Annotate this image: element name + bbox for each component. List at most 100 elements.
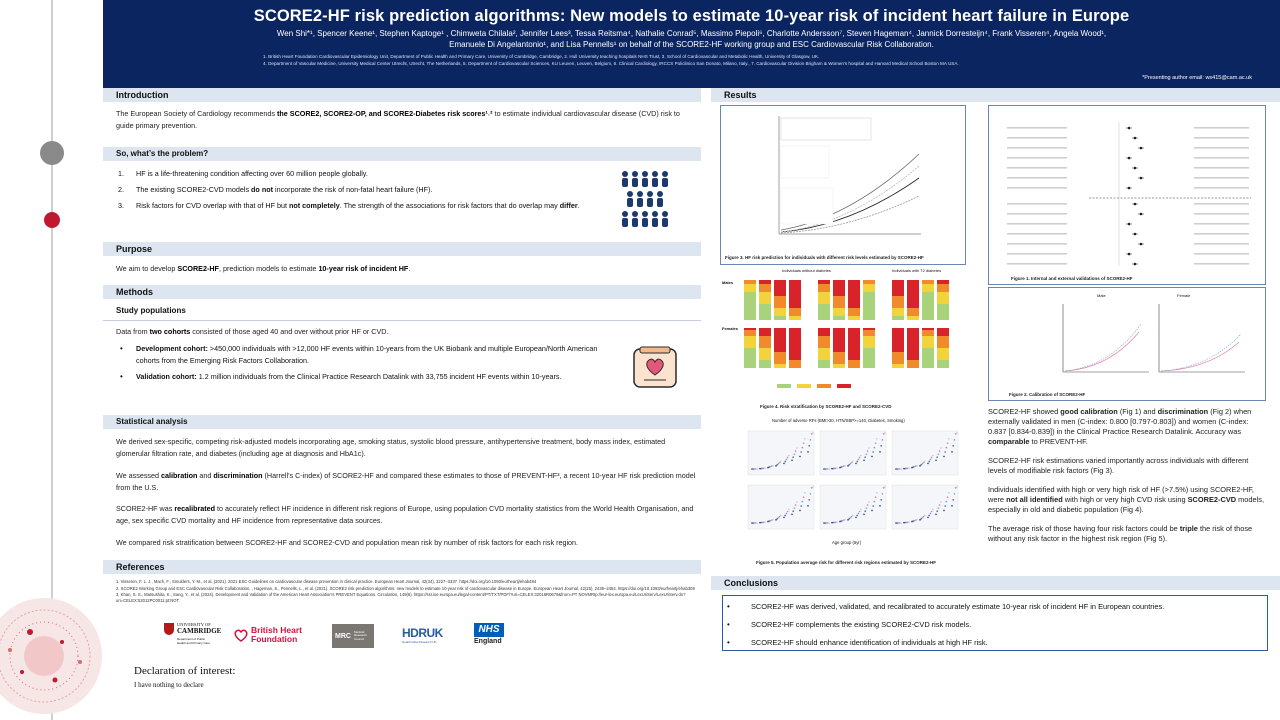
cambridge-logo: UNIVERSITY OF CAMBRIDGE Department of Pu… bbox=[164, 622, 222, 652]
figure-5-point bbox=[823, 468, 825, 470]
figure-5-point bbox=[857, 512, 860, 515]
stacked-bar-segment bbox=[907, 328, 919, 360]
figure-5-point bbox=[897, 522, 900, 524]
poster-header: SCORE2-HF risk prediction algorithms: Ne… bbox=[103, 0, 1280, 88]
stacked-bar-segment bbox=[863, 348, 875, 368]
figure-5-point bbox=[810, 433, 813, 435]
figure-5-point bbox=[775, 465, 777, 467]
figure-5-point bbox=[825, 522, 828, 524]
results-paragraph-4: The average risk of those having four ri… bbox=[988, 524, 1268, 544]
figure-5-point bbox=[927, 462, 929, 465]
forest-row-label bbox=[1007, 187, 1067, 189]
figure-5-point bbox=[856, 514, 858, 517]
forest-row-value bbox=[1194, 167, 1249, 169]
figure-3-box: Figure 3. HF risk prediction for individ… bbox=[720, 105, 966, 265]
figure-5-point bbox=[876, 491, 878, 494]
figure-5-point bbox=[768, 520, 770, 522]
figure-5-point bbox=[940, 447, 942, 449]
stacked-bar-segment bbox=[848, 308, 860, 316]
stacked-bar-segment bbox=[818, 280, 830, 284]
stacked-bar-segment bbox=[922, 280, 934, 284]
figure-5-panel bbox=[891, 484, 959, 530]
stacked-bar-segment bbox=[848, 360, 860, 368]
figure-5-point bbox=[904, 521, 906, 524]
figure-5-point bbox=[770, 519, 773, 521]
stat-text-part: We assessed bbox=[116, 471, 162, 480]
methods-heading: Methods bbox=[103, 285, 701, 299]
figure-5-point bbox=[841, 465, 844, 468]
figure-5-point bbox=[801, 500, 804, 503]
figure-5-point bbox=[882, 433, 885, 435]
figure-5-point bbox=[863, 513, 865, 516]
figure-2-male-label: Male bbox=[1097, 293, 1106, 298]
figure-5-point bbox=[791, 513, 793, 516]
figure-5-point bbox=[848, 463, 850, 466]
figure-5-point bbox=[903, 521, 905, 524]
figure-5-point bbox=[864, 456, 866, 458]
figure-5-point bbox=[812, 432, 814, 434]
stat-paragraph-3: SCORE2-HF was recalibrated to accurately… bbox=[116, 503, 696, 527]
figure-4-header-right: Individuals with T2 diabetes bbox=[892, 268, 942, 273]
figure-5-point bbox=[928, 460, 930, 463]
figure-5-point bbox=[807, 505, 809, 507]
stacked-bar-segment bbox=[744, 348, 756, 368]
results-text-part: Individuals identified with high or very… bbox=[988, 485, 1254, 504]
figure-5-point bbox=[752, 522, 754, 524]
figure-5-point bbox=[871, 455, 873, 458]
problem-number: 2. bbox=[118, 185, 124, 194]
bhf-logo-text: British Heart bbox=[251, 625, 303, 635]
problem-number: 1. bbox=[118, 169, 124, 178]
figure-5-point bbox=[761, 467, 764, 470]
cambridge-logo-text: CAMBRIDGE bbox=[177, 627, 222, 635]
stat-paragraph-1: We derived sex-specific, competing risk-… bbox=[116, 437, 666, 458]
figure-5-point bbox=[946, 442, 949, 444]
population-people-icon bbox=[622, 171, 668, 227]
figure-5-point bbox=[921, 462, 924, 465]
conclusion-item: SCORE2-HF should enhance identification … bbox=[723, 637, 1267, 649]
figure-5-point bbox=[860, 454, 862, 457]
figure-5-point bbox=[920, 463, 922, 466]
figure-5-point bbox=[855, 462, 857, 465]
figure-5-point bbox=[940, 501, 942, 503]
problem-bold: do not bbox=[251, 185, 273, 194]
results-text-part: (Fig 2) when externally validated in men… bbox=[988, 407, 1252, 436]
stacked-bar-segment bbox=[789, 280, 801, 308]
figure-5-point bbox=[778, 461, 781, 464]
figure-5-point bbox=[921, 516, 924, 519]
figure-5-point bbox=[796, 447, 798, 449]
stacked-bar-segment bbox=[833, 280, 845, 296]
figure-5-point bbox=[786, 510, 789, 513]
affiliations-line-2: 4. Department of Vascular Medicine, Univ… bbox=[263, 61, 959, 66]
stacked-bar-segment bbox=[922, 328, 934, 330]
figure-5-point bbox=[857, 458, 860, 461]
purpose-text-part: We aim to develop bbox=[116, 264, 178, 273]
figure-5-point bbox=[799, 509, 801, 512]
figure-5-point bbox=[824, 522, 826, 524]
figure-4-row-females: Females bbox=[722, 326, 739, 331]
forest-row-value bbox=[1194, 243, 1249, 245]
figure-5-point bbox=[946, 496, 949, 498]
stacked-bar-segment bbox=[789, 328, 801, 360]
figure-5-point bbox=[767, 520, 769, 523]
figure-5-point bbox=[919, 465, 921, 467]
figure-5-point bbox=[895, 522, 897, 524]
figure-5-point bbox=[916, 464, 918, 467]
figure-5-point bbox=[911, 520, 913, 523]
stacked-bar-segment bbox=[863, 328, 875, 330]
figure-5-point bbox=[945, 446, 948, 449]
figure-5-point bbox=[922, 461, 925, 464]
forest-row-label bbox=[1007, 157, 1067, 159]
figure-5-point bbox=[756, 522, 758, 524]
figure-3-caption: Figure 3. HF risk prediction for individ… bbox=[725, 255, 924, 260]
forest-row-label bbox=[1007, 223, 1067, 225]
figure-5-point bbox=[865, 453, 868, 455]
figure-5-point bbox=[868, 447, 870, 449]
figure-5-point bbox=[896, 468, 898, 470]
development-cohort-item: Development cohort: >450,000 individuals… bbox=[116, 343, 610, 367]
figure-5-xlabel: Age group (5yr) bbox=[832, 540, 862, 545]
stacked-bar-segment bbox=[922, 348, 934, 368]
stacked-bar-segment bbox=[759, 360, 771, 368]
stacked-bar-segment bbox=[833, 364, 845, 368]
figure-5-point bbox=[752, 468, 754, 470]
forest-point bbox=[1139, 242, 1143, 246]
